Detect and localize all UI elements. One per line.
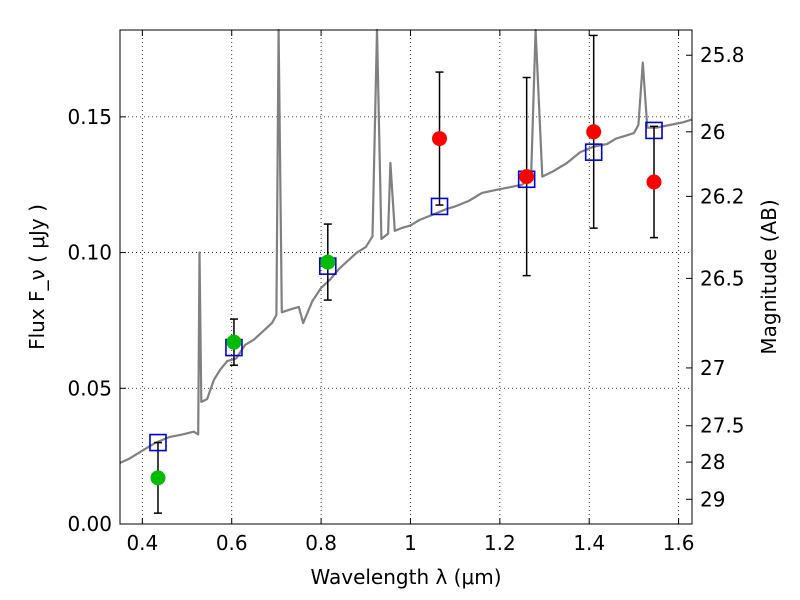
y-axis-label-text: Flux F_ν ( μJy ) — [25, 204, 49, 350]
data-points — [149, 121, 663, 486]
y-axis-label: Flux F_ν ( μJy ) — [25, 204, 49, 350]
right-axis-label: Magnitude (AB) — [757, 199, 781, 354]
model-photometry-square — [149, 433, 167, 452]
observed-optical-point — [150, 470, 166, 486]
sed-model — [119, 28, 693, 464]
axis-ticks: 0.4 0.6 0.8 1 1.2 1.4 1.6 0.00 0.05 0.10 0.15 25.8 2… — [67, 30, 745, 555]
x-tick-label: 1.6 — [663, 531, 695, 555]
model-photometry-square — [645, 121, 663, 140]
right-tick-label: 26.2 — [700, 184, 745, 208]
right-tick-label: 28 — [700, 450, 725, 474]
x-tick-label: 0.4 — [126, 531, 158, 555]
x-tick-label: 0.8 — [305, 531, 337, 555]
error-bars — [153, 34, 659, 514]
right-tick-label: 25.8 — [700, 43, 745, 67]
x-tick-label: 1.4 — [573, 531, 605, 555]
model-photometry-square — [584, 143, 603, 161]
x-axis-label-text: Wavelength λ (μm) — [310, 565, 501, 589]
observed-nir-point — [586, 124, 602, 140]
observed-nir-point — [519, 169, 535, 185]
x-tick-label: 1.2 — [484, 531, 516, 555]
right-tick-label: 26 — [700, 120, 725, 144]
right-tick-label: 29 — [700, 487, 725, 511]
model-photometry-square — [430, 197, 449, 216]
y-tick-label: 0.05 — [67, 376, 112, 400]
y-tick-label: 0.10 — [67, 241, 112, 265]
grid-lines — [120, 30, 692, 525]
observed-nir-point — [646, 174, 662, 190]
y-tick-label: 0.15 — [67, 105, 112, 129]
plot-frame — [119, 29, 693, 525]
right-tick-label: 27.5 — [700, 414, 745, 438]
observed-nir-point — [432, 131, 448, 147]
sed-model-line — [119, 28, 693, 464]
right-tick-label: 26.5 — [700, 266, 745, 290]
x-tick-label: 1 — [404, 531, 417, 555]
right-tick-label: 27 — [700, 356, 725, 380]
right-axis-label-text: Magnitude (AB) — [757, 199, 781, 354]
observed-optical-point — [226, 334, 242, 350]
observed-optical-point — [320, 254, 336, 270]
y-tick-label: 0.00 — [67, 512, 112, 536]
x-axis-label: Wavelength λ (μm) — [310, 565, 501, 589]
x-tick-label: 0.6 — [216, 531, 248, 555]
